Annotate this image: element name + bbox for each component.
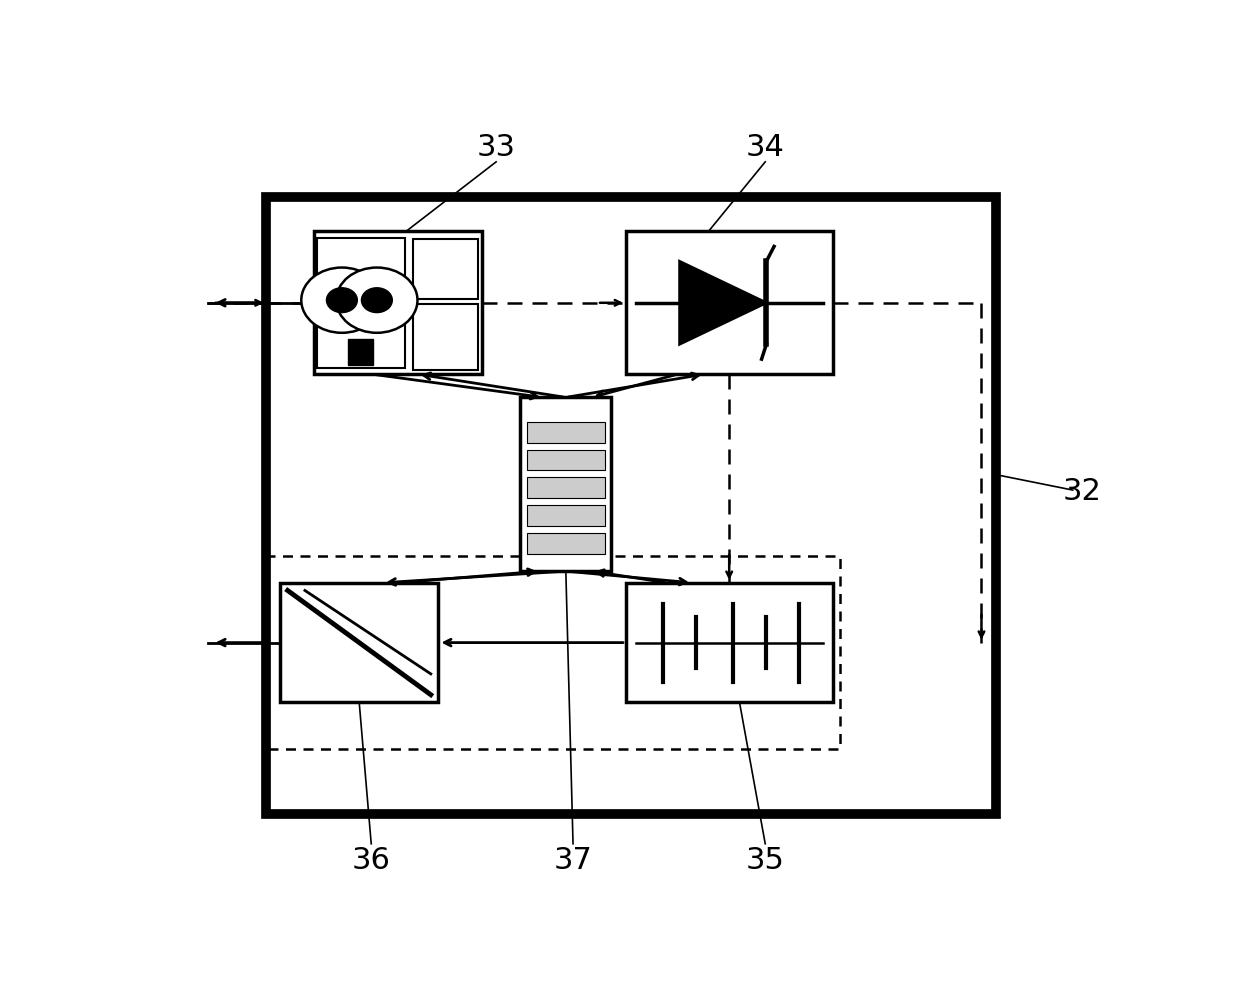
Circle shape — [336, 269, 418, 334]
Bar — [521, 398, 611, 571]
Bar — [314, 232, 481, 375]
Bar — [527, 506, 605, 526]
Circle shape — [301, 269, 382, 334]
Bar — [626, 583, 832, 702]
Circle shape — [361, 289, 392, 314]
Text: 36: 36 — [352, 845, 391, 874]
Bar — [268, 556, 841, 749]
Bar — [527, 533, 605, 554]
Text: 35: 35 — [745, 845, 785, 874]
Bar — [527, 478, 605, 499]
Circle shape — [326, 289, 357, 314]
Bar — [265, 197, 996, 815]
Bar — [527, 450, 605, 471]
Text: 33: 33 — [476, 132, 516, 161]
Bar — [280, 583, 439, 702]
Text: 32: 32 — [1063, 476, 1102, 505]
Text: 37: 37 — [553, 845, 593, 874]
Text: 34: 34 — [745, 132, 785, 161]
Bar — [348, 340, 372, 366]
Bar — [527, 422, 605, 443]
Bar — [317, 238, 404, 369]
Bar — [413, 305, 477, 370]
Bar — [413, 239, 477, 300]
Bar — [626, 232, 832, 375]
Polygon shape — [680, 263, 766, 345]
